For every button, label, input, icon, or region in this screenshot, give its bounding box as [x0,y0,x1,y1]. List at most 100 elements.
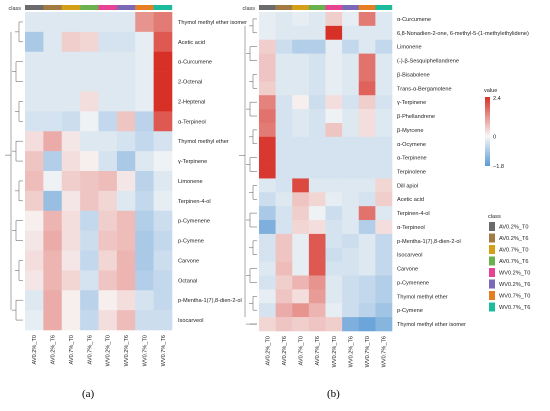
heatmap-cell [342,95,360,110]
heatmap-cell [61,190,81,212]
heatmap-cell [308,275,326,290]
class-bar-cell [308,5,326,10]
panel-label-b: (b) [327,388,340,400]
heatmap-cell [153,230,173,251]
heatmap-cell [153,190,173,212]
heatmap-cell [308,164,326,179]
heatmap-cell [80,250,99,271]
heatmap-cell [358,206,376,221]
class-legend-swatch [489,222,495,231]
class-legend-title: class [488,214,501,220]
heatmap-cell [358,192,376,207]
heatmap-cell [275,261,293,276]
heatmap-cell [342,220,360,235]
heatmap-cell [259,275,276,290]
column-label: AV0.7%_T6 [87,335,93,364]
heatmap-cell [292,25,310,41]
heatmap-cell [135,91,154,112]
column-label: WV0.2%_T6 [124,335,130,366]
value-legend-title: value [484,88,497,94]
heatmap-cell [259,220,276,235]
row-dendrogram [5,21,23,321]
heatmap-cell [116,210,136,231]
heatmap-cell [153,71,173,92]
heatmap-cell [80,12,99,33]
heatmap-cell [358,136,376,151]
row-label: γ-Terpinene [397,100,426,106]
heatmap-cell [275,95,293,110]
heatmap-cell [342,233,360,249]
heatmap-cell [375,109,393,124]
heatmap-cell [259,25,276,41]
class-legend-label: WV0.2%_T0 [499,271,530,277]
heatmap-cell [325,81,343,96]
heatmap-cell [135,131,154,152]
heatmap-cell [342,247,360,262]
heatmap-cell [153,131,173,152]
heatmap-cell [135,230,154,251]
heatmap-cell [259,303,276,318]
heatmap-cell [342,261,360,276]
heatmap-cell [375,12,393,27]
row-label: α-Ocymene [397,142,426,148]
row-label: Thymol methyl ether [178,139,229,145]
heatmap-cell [116,111,136,132]
heatmap-panel-b: class α-Curcumene 6,8-Nonadien-2-one, 6-me… [239,5,529,367]
heatmap-cell [292,233,310,249]
heatmap-cell [375,136,393,151]
heatmap-cell [275,109,293,124]
heatmap-cell [325,289,343,304]
heatmap-cell [259,150,276,165]
heatmap-cell [153,31,173,53]
heatmap-cell [325,275,343,290]
row-label: β-Phellandrene [397,114,435,120]
heatmap-cell [61,171,81,192]
heatmap-cell [25,210,44,231]
heatmap-cell [98,31,118,53]
heatmap-cell [25,31,44,53]
class-legend-label: WV0.7%_T6 [499,305,530,311]
heatmap-cell [80,71,99,92]
heatmap-cell [259,95,276,110]
row-label: γ-Terpinene [178,159,207,165]
heatmap-cell [98,310,118,331]
heatmap-cell [275,164,293,179]
column-label: AV0.2%_T6 [51,335,57,364]
class-legend-swatch [489,302,495,312]
heatmap-cell [61,12,81,33]
row-label: Limonene [397,45,422,51]
heatmap-cell [153,290,173,311]
heatmap-cell [375,220,393,235]
column-label: AV0.7%_T6 [315,336,321,365]
heatmap-cell [116,131,136,152]
heatmap-cell [358,95,376,110]
heatmap-cell [325,67,343,82]
heatmap-cell [275,150,293,165]
heatmap-cell [275,220,293,235]
heatmap-cell [275,178,293,193]
column-label: WV0.7%_T6 [161,335,167,366]
heatmap-cell [25,310,44,331]
heatmap-cell [308,39,326,54]
heatmap-cell [375,275,393,290]
heatmap-cell [308,261,326,276]
heatmap-cell [308,178,326,193]
heatmap-cell [325,261,343,276]
heatmap-cell [358,122,376,138]
heatmap-cell [25,290,44,311]
heatmap-cell [325,178,343,193]
heatmap-cell [292,67,310,82]
heatmap-cell [275,122,293,138]
heatmap-cell [308,192,326,207]
heatmap-cell [375,25,393,41]
class-legend-label: AV0.7%_T6 [499,259,528,265]
heatmap-cell [358,317,376,332]
heatmap-cell [292,192,310,207]
class-legend-swatch [489,256,495,266]
heatmap-cell [43,51,63,72]
heatmap-cell [375,233,393,249]
heatmap-cell [308,247,326,262]
heatmap-cell [116,270,136,291]
column-label: WV0.2%_T0 [332,336,338,367]
heatmap-cell [275,206,293,221]
